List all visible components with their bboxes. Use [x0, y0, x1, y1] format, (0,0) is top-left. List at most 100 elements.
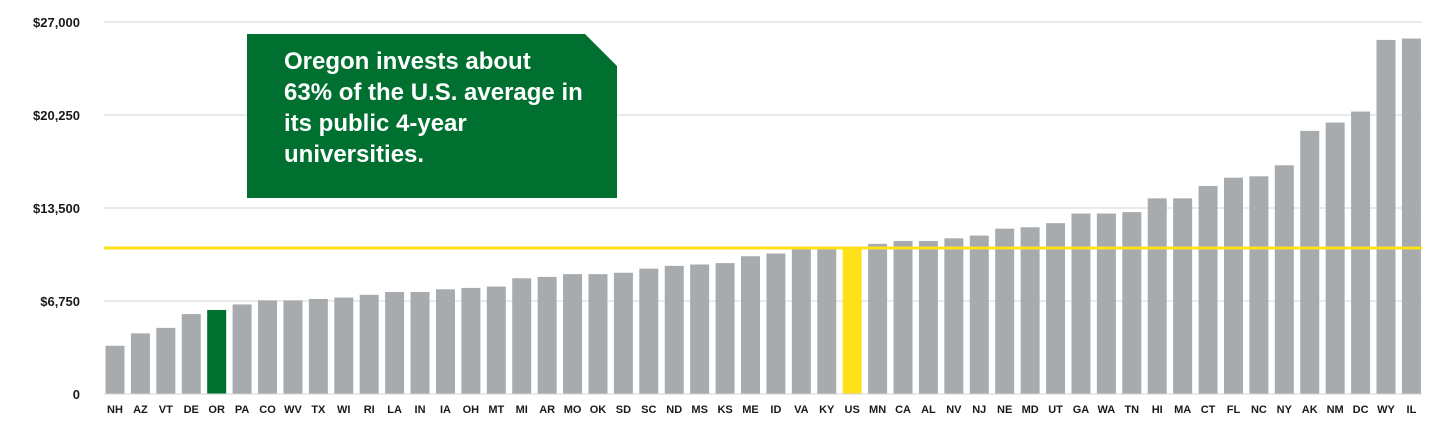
x-tick-label: VA: [794, 404, 809, 416]
bar-wi: [334, 297, 354, 394]
bar-nm: [1325, 122, 1345, 395]
bar-dc: [1351, 111, 1371, 395]
x-tick-label: AK: [1302, 404, 1318, 416]
x-tick-label: NM: [1327, 404, 1344, 416]
bar-ri: [359, 294, 379, 394]
x-tick-label: HI: [1152, 404, 1163, 416]
x-tick-label: FL: [1227, 404, 1241, 416]
x-tick-label: KY: [819, 404, 835, 416]
x-tick-label: MT: [488, 404, 504, 416]
x-tick-label: MN: [869, 404, 886, 416]
x-tick-label: GA: [1073, 404, 1090, 416]
x-tick-label: RI: [364, 404, 375, 416]
y-tick-label: $20,250: [33, 108, 80, 123]
bar-ca: [893, 241, 913, 394]
y-tick-label: $6,750: [40, 294, 80, 309]
bar-az: [130, 333, 150, 394]
x-tick-label: CO: [259, 404, 276, 416]
x-tick-label: MO: [564, 404, 582, 416]
bar-wy: [1376, 39, 1396, 395]
bar-nv: [944, 238, 964, 394]
x-tick-label: SC: [641, 404, 656, 416]
x-tick-label: MI: [516, 404, 528, 416]
x-tick-label: WA: [1098, 404, 1116, 416]
bar-nh: [105, 345, 125, 394]
x-tick-label: ND: [666, 404, 682, 416]
x-tick-label: NC: [1251, 404, 1267, 416]
x-tick-label: ME: [742, 404, 759, 416]
callout-text: Oregon invests about 63% of the U.S. ave…: [284, 48, 583, 168]
x-tick-label: NJ: [972, 404, 986, 416]
x-tick-label: ID: [770, 404, 781, 416]
bar-ut: [1046, 223, 1066, 394]
bar-wa: [1096, 213, 1116, 394]
bar-id: [766, 253, 786, 394]
x-tick-label: DC: [1353, 404, 1369, 416]
x-tick-label: OK: [590, 404, 607, 416]
bar-fl: [1223, 177, 1243, 394]
callout-box: Oregon invests about 63% of the U.S. ave…: [247, 34, 617, 198]
bar-in: [410, 292, 430, 394]
bar-me: [741, 256, 760, 394]
bar-ar: [537, 276, 557, 394]
bar-mt: [486, 286, 506, 394]
x-tick-label: PA: [235, 404, 250, 416]
x-tick-label: VT: [159, 404, 173, 416]
bar-mi: [512, 278, 532, 394]
bar-va: [791, 249, 811, 394]
x-tick-label: NV: [946, 404, 962, 416]
bar-hi: [1147, 198, 1167, 394]
x-tick-label: SD: [616, 404, 631, 416]
x-tick-label: WV: [284, 404, 302, 416]
bar-la: [385, 292, 405, 394]
x-tick-label: OR: [208, 404, 225, 416]
y-tick-label: $27,000: [33, 15, 80, 30]
bar-ky: [817, 249, 837, 394]
x-tick-label: IA: [440, 404, 451, 416]
bar-sd: [613, 272, 633, 394]
bar-al: [918, 241, 938, 394]
bar-ct: [1198, 185, 1218, 394]
x-tick-label: TX: [311, 404, 326, 416]
bar-mn: [868, 243, 888, 394]
x-tick-label: AL: [921, 404, 936, 416]
y-tick-label: 0: [73, 387, 80, 402]
x-tick-label: OH: [463, 404, 480, 416]
x-tick-label: WY: [1377, 404, 1395, 416]
bar-ok: [588, 274, 608, 394]
bar-ny: [1274, 165, 1294, 394]
bar-sc: [639, 268, 659, 394]
bar-vt: [156, 327, 176, 394]
bar-co: [258, 300, 278, 394]
bar-ma: [1173, 198, 1193, 394]
x-tick-label: MS: [691, 404, 708, 416]
bar-ia: [435, 289, 455, 394]
bar-oh: [461, 287, 481, 394]
x-tick-label: NH: [107, 404, 123, 416]
x-tick-label: US: [845, 404, 860, 416]
x-tick-label: CA: [895, 404, 911, 416]
x-tick-label: CT: [1201, 404, 1216, 416]
x-tick-label: AR: [539, 404, 555, 416]
bar-nc: [1249, 176, 1269, 394]
x-tick-label: NE: [997, 404, 1012, 416]
bar-nd: [664, 265, 684, 394]
bar-ak: [1300, 130, 1320, 394]
x-tick-label: IL: [1407, 404, 1417, 416]
bar-pa: [232, 304, 252, 394]
bar-us: [842, 247, 862, 394]
x-tick-label: KS: [717, 404, 732, 416]
bar-tx: [308, 298, 328, 394]
bar-nj: [969, 235, 989, 394]
bar-or: [207, 309, 227, 394]
bar-il: [1401, 38, 1421, 395]
bar-mo: [563, 274, 583, 394]
x-tick-label: WI: [337, 404, 350, 416]
bar-md: [1020, 227, 1040, 394]
x-tick-label: LA: [387, 404, 402, 416]
x-tick-label: IN: [415, 404, 426, 416]
bar-ga: [1071, 213, 1091, 394]
bar-tn: [1122, 212, 1142, 394]
